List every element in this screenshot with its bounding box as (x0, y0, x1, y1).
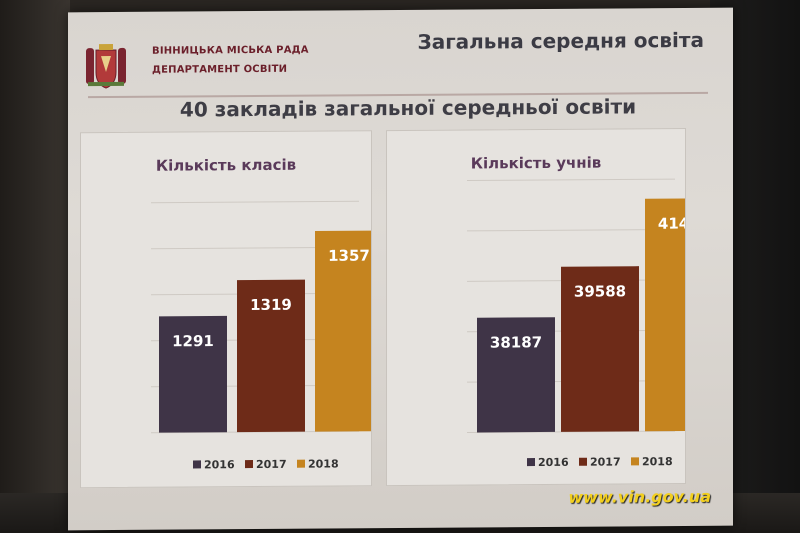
org-line-2: ДЕПАРТАМЕНТ ОСВІТИ (152, 63, 288, 76)
city-coat-of-arms-icon (86, 44, 126, 89)
legend-label-2016: 2016 (538, 456, 569, 469)
chart-panel-students: Кількість учнів 38187 39588 41458 2016 2017 20… (386, 128, 686, 487)
data-label-2018: 41458 (658, 214, 685, 232)
data-label-2018: 1357 (328, 247, 370, 265)
data-label-2017: 1319 (250, 296, 292, 314)
legend-swatch-2018 (297, 459, 305, 468)
gridline (151, 200, 359, 204)
organization-name: ВІННИЦЬКА МІСЬКА РАДА ДЕПАРТАМЕНТ ОСВІТИ (152, 44, 352, 83)
bar-2018 (645, 198, 685, 432)
legend-label-2017: 2017 (256, 458, 287, 471)
chart-title: Кількість класів (156, 156, 296, 175)
slide-subtitle: 40 закладів загальної середньої освіти (179, 94, 637, 122)
bar-2017 (237, 279, 305, 433)
legend-label-2018: 2018 (308, 457, 339, 470)
room-wall-left (0, 0, 70, 533)
legend-label-2017: 2017 (590, 455, 621, 468)
bar-2018 (315, 230, 371, 432)
chart-classes: Кількість класів 1291 1319 1357 2016 2017 2018 (151, 156, 371, 471)
slide-title: Загальна середня освіта (417, 27, 705, 54)
projection-screen: ВІННИЦЬКА МІСЬКА РАДА ДЕПАРТАМЕНТ ОСВІТИ… (68, 7, 733, 531)
data-label-2016: 38187 (490, 333, 542, 351)
bar-2016 (159, 315, 227, 433)
legend-swatch-2018 (631, 457, 639, 466)
data-label-2016: 1291 (172, 332, 214, 350)
gridline (467, 178, 675, 182)
website-watermark: www.vin.gov.ua (568, 486, 711, 507)
legend-swatch-2017 (579, 457, 587, 466)
bar-2017 (561, 266, 639, 432)
legend-label-2016: 2016 (204, 458, 235, 471)
org-line-1: ВІННИЦЬКА МІСЬКА РАДА (152, 44, 309, 57)
data-label-2017: 39588 (574, 282, 626, 300)
chart-students: Кількість учнів 38187 39588 41458 2016 2017 20… (467, 154, 685, 469)
legend-swatch-2016 (527, 458, 535, 467)
gridline (467, 228, 675, 232)
legend-label-2018: 2018 (642, 455, 673, 468)
legend-swatch-2016 (193, 460, 201, 469)
chart-title: Кількість учнів (471, 154, 602, 173)
chart-panel-classes: Кількість класів 1291 1319 1357 2016 2017 2018 (80, 130, 372, 489)
legend-swatch-2017 (245, 460, 253, 469)
bar-2016 (477, 317, 555, 433)
